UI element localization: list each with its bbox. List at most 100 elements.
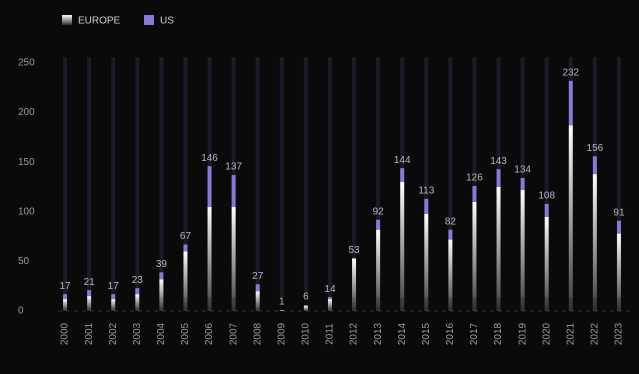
bar-segment — [592, 174, 597, 311]
bar-segment — [255, 291, 260, 311]
bar-segment — [376, 229, 381, 311]
x-tick-label: 2019 — [517, 322, 528, 345]
bar-segment — [424, 198, 429, 214]
x-tick-label: 2005 — [180, 322, 191, 345]
x-tick-label: 2004 — [156, 322, 167, 345]
x-tick-label: 2007 — [228, 322, 239, 345]
bar-segment — [448, 239, 453, 311]
x-tick-label: 2018 — [493, 322, 504, 345]
x-tick-label: 2015 — [421, 322, 432, 345]
total-label: 113 — [418, 186, 434, 197]
total-label: 144 — [394, 155, 411, 166]
bar-segment — [303, 306, 308, 311]
bar-segment — [352, 258, 357, 311]
x-tick-label: 2010 — [301, 322, 312, 345]
total-label: 137 — [225, 162, 242, 173]
bar-segment — [472, 186, 477, 202]
x-tick-label: 2008 — [252, 322, 263, 345]
bar-track — [544, 57, 549, 297]
bar-track — [135, 57, 140, 297]
x-tick-label: 2012 — [349, 322, 360, 345]
bar-segment — [520, 189, 525, 311]
bar-track — [327, 57, 332, 297]
bar-segment — [616, 233, 621, 311]
x-tick-label: 2009 — [276, 322, 287, 345]
y-tick-label: 250 — [18, 58, 35, 69]
bar-segment — [424, 213, 429, 311]
bar-segment — [544, 203, 549, 217]
y-tick-label: 0 — [18, 306, 24, 317]
bar-segment — [544, 216, 549, 311]
x-tick-label: 2000 — [60, 322, 71, 345]
total-label: 14 — [324, 284, 336, 295]
bar-segment — [111, 294, 116, 300]
x-tick-label: 2021 — [565, 322, 576, 345]
bar-segment — [448, 229, 453, 240]
x-tick-label: 2023 — [614, 322, 625, 345]
total-label: 108 — [538, 191, 555, 202]
total-label: 23 — [132, 275, 144, 286]
bar-track — [183, 57, 188, 297]
total-label: 82 — [445, 216, 457, 227]
bar-segment — [496, 169, 501, 187]
bar-track — [448, 57, 453, 297]
legend-label: EUROPE — [78, 16, 121, 27]
bar-segment — [111, 299, 116, 311]
y-tick-label: 200 — [18, 107, 35, 118]
bar-segment — [207, 166, 212, 207]
bar-segment — [159, 279, 164, 311]
bar-track — [352, 57, 357, 297]
bar-segment — [231, 206, 236, 311]
x-tick-label: 2011 — [325, 323, 336, 345]
legend-swatch — [62, 15, 72, 25]
total-label: 1 — [279, 297, 285, 308]
bar-segment — [303, 305, 308, 307]
bar-track — [255, 57, 260, 297]
x-tick-label: 2003 — [132, 322, 143, 345]
bar-segment — [183, 244, 188, 252]
bar-track — [303, 57, 308, 297]
bar-segment — [87, 296, 92, 311]
x-tick-label: 2022 — [590, 322, 601, 345]
x-tick-label: 2016 — [445, 322, 456, 345]
y-tick-label: 100 — [18, 206, 35, 217]
total-label: 17 — [108, 281, 120, 292]
bar-segment — [568, 80, 573, 126]
legend-swatch — [144, 15, 154, 25]
total-label: 126 — [466, 173, 483, 184]
bar-segment — [327, 297, 332, 300]
x-tick-label: 2013 — [373, 322, 384, 345]
total-label: 91 — [613, 207, 625, 218]
bar-segment — [207, 206, 212, 311]
bar-segment — [231, 175, 236, 207]
bar-segment — [327, 299, 332, 311]
bar-segment — [616, 220, 621, 234]
bar-track — [279, 57, 284, 297]
bar-track — [472, 57, 477, 297]
bar-segment — [400, 182, 405, 311]
bar-track — [63, 57, 68, 297]
bar-track — [424, 57, 429, 297]
y-tick-label: 50 — [18, 256, 30, 267]
bar-track — [616, 57, 621, 297]
total-label: 232 — [562, 67, 579, 78]
bar-segment — [135, 288, 140, 295]
legend-label: US — [160, 16, 174, 27]
bar-track — [520, 57, 525, 297]
bar-track — [87, 57, 92, 297]
total-label: 17 — [59, 281, 71, 292]
total-label: 134 — [514, 165, 531, 176]
bar-track — [159, 57, 164, 297]
bar-segment — [135, 294, 140, 311]
x-tick-label: 2006 — [204, 322, 215, 345]
bar-segment — [87, 290, 92, 297]
bar-segment — [496, 187, 501, 311]
total-label: 27 — [252, 271, 264, 282]
bar-segment — [472, 201, 477, 311]
bar-segment — [400, 168, 405, 183]
bar-track — [376, 57, 381, 297]
total-label: 143 — [490, 156, 507, 167]
bar-segment — [63, 299, 68, 311]
bar-segment — [63, 294, 68, 300]
